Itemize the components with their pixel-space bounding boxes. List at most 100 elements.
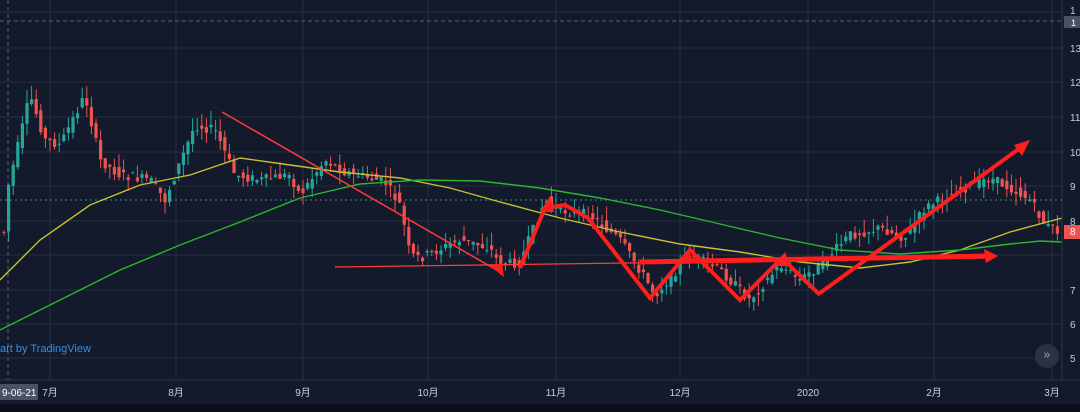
candle-body <box>319 166 323 177</box>
candle-body <box>825 260 829 267</box>
candle-body <box>894 232 898 237</box>
scroll-to-latest-button[interactable]: » <box>1035 344 1059 368</box>
candle-body <box>448 243 452 248</box>
candle-body <box>982 179 986 188</box>
candle-body <box>526 236 530 249</box>
candle-body <box>1028 199 1032 202</box>
candle-body <box>365 173 369 178</box>
crosshair-price-badge: 1 <box>1071 18 1076 28</box>
candle-body <box>710 264 714 267</box>
candle-body <box>789 269 793 271</box>
candle-body <box>457 242 461 246</box>
candles <box>2 85 1059 311</box>
candle-body <box>30 99 34 104</box>
y-tick-label: 7 <box>1070 286 1076 297</box>
candle-body <box>614 231 618 235</box>
candle-body <box>996 177 1000 183</box>
candle-body <box>140 174 144 178</box>
grid <box>0 0 1062 380</box>
candle-body <box>1019 187 1023 197</box>
x-tick-label: 12月 <box>669 387 690 399</box>
candle-body <box>508 259 512 263</box>
candle-body <box>425 251 429 253</box>
candle-body <box>756 293 760 295</box>
candle-body <box>977 177 981 189</box>
candle-body <box>370 178 374 181</box>
candle-body <box>655 293 659 297</box>
price-badge: 8 <box>1070 227 1076 238</box>
candle-body <box>250 175 254 181</box>
candle-body <box>632 252 636 262</box>
candle-body <box>471 241 475 245</box>
candle-body <box>664 285 668 287</box>
candle-body <box>430 250 434 252</box>
candle-body <box>310 179 314 189</box>
candle-body <box>600 224 604 228</box>
candle-body <box>927 203 931 210</box>
candle-body <box>618 232 622 238</box>
candle-body <box>876 225 880 230</box>
candle-body <box>20 123 24 148</box>
candle-body <box>480 244 484 248</box>
candle-body <box>494 254 498 258</box>
neckline-arrow <box>639 253 991 265</box>
candle-body <box>306 182 310 189</box>
candle-body <box>71 117 75 133</box>
candle-body <box>867 232 871 234</box>
candle-body <box>651 284 655 293</box>
candle-body <box>246 174 250 182</box>
candle-body <box>752 297 756 303</box>
candle-body <box>39 110 43 133</box>
candle-body <box>255 180 259 183</box>
candle-body <box>467 240 471 242</box>
x-tick-label: 3月 <box>1044 387 1060 399</box>
breakout-arrow <box>818 146 1022 295</box>
candle-body <box>738 284 742 287</box>
candle-body <box>1005 180 1009 190</box>
zigzag-arrowhead-1 <box>540 196 554 212</box>
candle-body <box>715 264 719 266</box>
candle-body <box>821 257 825 270</box>
candle-body <box>674 276 678 282</box>
candle-body <box>112 166 116 175</box>
candle-body <box>11 164 15 186</box>
candle-body <box>779 268 783 272</box>
candle-body <box>660 289 664 294</box>
candle-body <box>729 277 733 285</box>
candle-body <box>1032 199 1036 203</box>
candle-body <box>301 188 305 194</box>
candle-body <box>770 274 774 284</box>
candle-body <box>793 274 797 277</box>
x-tick-label: 2月 <box>926 387 942 399</box>
candle-body <box>453 240 457 243</box>
candle-body <box>641 269 645 273</box>
candle-body <box>264 174 268 179</box>
ma-short-line <box>0 157 1063 281</box>
candle-body <box>292 179 296 188</box>
candle-body <box>53 139 57 148</box>
candle-body <box>844 236 848 242</box>
candle-body <box>885 229 889 235</box>
breakout-arrowhead <box>1014 140 1030 156</box>
candle-body <box>135 177 139 182</box>
x-tick-label: 11月 <box>546 387 566 399</box>
candle-body <box>549 196 553 205</box>
candle-body <box>1023 190 1027 198</box>
candle-body <box>678 263 682 275</box>
candle-body <box>241 172 245 179</box>
candle-body <box>439 250 443 255</box>
candle-body <box>812 274 816 276</box>
candle-body <box>862 232 866 237</box>
candle-body <box>375 173 379 180</box>
candle-body <box>991 178 995 184</box>
neckline-arrowhead <box>984 249 998 263</box>
candle-body <box>421 257 425 262</box>
candle-body <box>85 98 89 106</box>
bottom-strip <box>0 404 1080 412</box>
date-badge: 9-06-21 <box>2 388 37 399</box>
candle-body <box>444 243 448 249</box>
candle-body <box>195 130 199 132</box>
candle-body <box>839 244 843 246</box>
